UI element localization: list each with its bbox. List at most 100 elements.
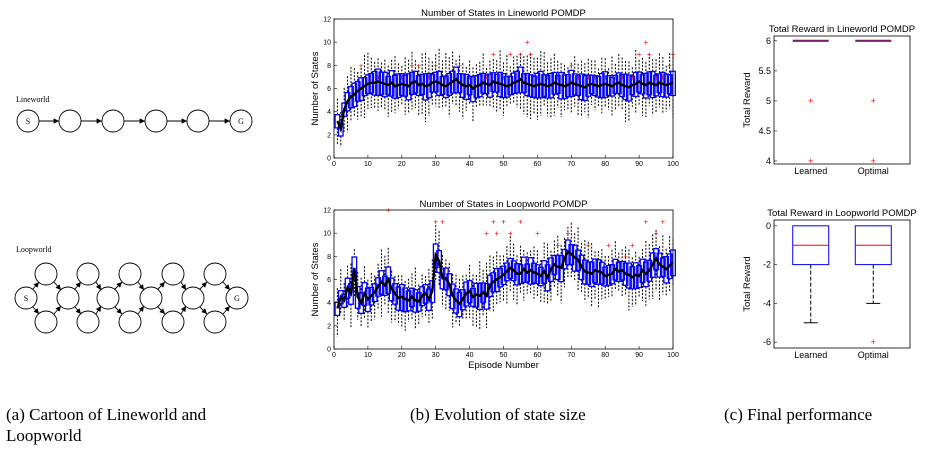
chart-title: Number of States in Lineworld POMDP xyxy=(421,8,586,19)
outlier-marker: + xyxy=(501,218,506,227)
box xyxy=(344,277,351,299)
x-tick-label: 10 xyxy=(364,161,372,168)
chart-title: Number of States in Loopworld POMDP xyxy=(420,199,588,210)
box xyxy=(503,262,510,282)
plot-frame xyxy=(773,219,911,349)
outlier-marker: + xyxy=(620,73,625,82)
outlier-marker: + xyxy=(528,50,533,59)
box xyxy=(415,75,422,97)
outlier-marker: + xyxy=(871,96,876,106)
box xyxy=(361,282,368,306)
box xyxy=(541,260,548,284)
y-tick-label: 12 xyxy=(323,17,331,24)
box xyxy=(347,85,354,109)
box xyxy=(334,114,341,129)
box xyxy=(449,283,456,310)
y-tick-label: 5 xyxy=(766,96,771,106)
x-tick-label: 80 xyxy=(601,161,609,168)
box xyxy=(486,73,493,98)
x-axis-label: Episode Number xyxy=(468,360,539,371)
loopworld-goal-label: G xyxy=(234,294,240,303)
outlier-marker: + xyxy=(871,156,876,166)
outlier-marker: + xyxy=(535,73,540,82)
y-tick-label: -4 xyxy=(763,298,771,308)
outlier-marker: + xyxy=(457,61,462,70)
box xyxy=(581,74,588,102)
box xyxy=(425,288,432,312)
box xyxy=(456,291,463,318)
outlier-marker: + xyxy=(433,218,438,227)
box xyxy=(602,266,609,287)
x-tick-label: 20 xyxy=(398,161,406,168)
outlier-marker: + xyxy=(484,229,489,238)
caption-b: (b) Evolution of state size xyxy=(410,405,586,424)
y-axis-label: Total Reward xyxy=(742,256,753,311)
x-tick-label: 100 xyxy=(667,352,679,359)
box xyxy=(649,252,656,278)
box xyxy=(463,73,470,100)
box xyxy=(351,256,358,281)
box xyxy=(375,277,382,297)
x-tick-label: 30 xyxy=(432,352,440,359)
loopworld-label: Loopworld xyxy=(16,245,52,254)
outlier-marker: + xyxy=(613,73,618,82)
box xyxy=(531,75,537,99)
y-tick-label: 0 xyxy=(327,347,331,354)
y-tick-label: 4 xyxy=(327,109,331,116)
box xyxy=(646,259,653,282)
loopworld-arrows xyxy=(32,281,231,315)
y-axis-label: Number of States xyxy=(310,51,321,125)
y-tick-label: 6 xyxy=(766,36,771,46)
x-tick-label: 90 xyxy=(635,352,643,359)
x-tick-label: 60 xyxy=(534,352,542,359)
box xyxy=(561,248,568,270)
box xyxy=(480,282,487,304)
box xyxy=(344,91,351,112)
x-tick-label: 0 xyxy=(332,161,336,168)
box xyxy=(358,292,365,315)
outlier-marker: + xyxy=(501,73,506,82)
outlier-marker: + xyxy=(386,206,391,215)
x-tick-label: 10 xyxy=(364,352,372,359)
outlier-marker: + xyxy=(555,73,560,82)
outlier-marker: + xyxy=(644,38,649,47)
outlier-marker: + xyxy=(654,73,659,82)
box xyxy=(642,72,649,99)
mean-line xyxy=(336,249,674,309)
loopworld-start-label: S xyxy=(24,294,28,303)
box xyxy=(598,261,605,285)
chart-lineworld-reward: Total Reward in Lineworld POMDP++Learned… xyxy=(742,24,915,176)
outlier-marker: + xyxy=(444,73,449,82)
y-tick-label: 0 xyxy=(766,221,771,231)
x-tick-label: 20 xyxy=(398,352,406,359)
x-tick-label: 60 xyxy=(534,161,542,168)
outlier-marker: + xyxy=(660,73,665,82)
box xyxy=(470,76,476,103)
box xyxy=(453,288,459,314)
y-axis-label: Number of States xyxy=(310,242,321,316)
y-tick-label: 0 xyxy=(327,156,331,163)
outlier-marker: + xyxy=(491,218,496,227)
y-tick-label: 10 xyxy=(323,231,331,238)
outlier-marker: + xyxy=(508,50,513,59)
x-tick-label: 50 xyxy=(500,161,508,168)
outlier-marker: + xyxy=(586,241,591,250)
box xyxy=(415,292,422,312)
box xyxy=(629,266,636,290)
y-tick-label: 4 xyxy=(327,300,331,307)
box xyxy=(405,73,412,101)
outlier-marker: + xyxy=(416,61,421,70)
y-tick-label: 12 xyxy=(323,208,331,215)
loopworld-state-goal xyxy=(225,286,249,310)
y-tick-label: 4.5 xyxy=(758,126,771,136)
loopworld-diagram: Loopworld xyxy=(14,245,249,334)
outlier-marker: + xyxy=(427,73,432,82)
outlier-marker: + xyxy=(808,156,813,166)
box xyxy=(392,74,398,99)
outlier-marker: + xyxy=(630,241,635,250)
box xyxy=(354,80,361,102)
outlier-marker: + xyxy=(667,61,672,70)
x-tick-label: 0 xyxy=(332,352,336,359)
box xyxy=(368,286,375,306)
